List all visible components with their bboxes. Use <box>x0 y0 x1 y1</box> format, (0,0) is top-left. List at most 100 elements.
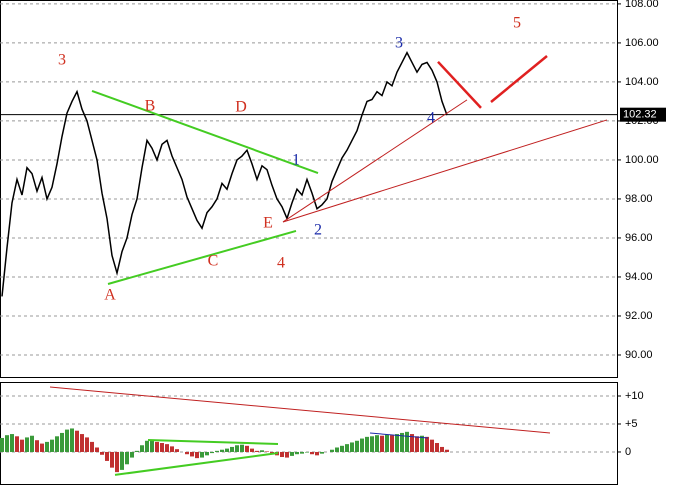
wave-label: 3 <box>58 52 66 69</box>
histogram-bar <box>35 440 39 452</box>
histogram-bar <box>430 439 434 452</box>
histogram-bar <box>300 451 304 454</box>
histogram-bar <box>185 451 189 455</box>
histogram-bar <box>20 439 24 452</box>
histogram-bar <box>160 443 164 452</box>
histogram-bar <box>40 443 44 452</box>
histogram-bar <box>105 451 109 461</box>
wave-label: 5 <box>513 15 521 32</box>
histogram-bar <box>60 432 64 452</box>
histogram-bar <box>45 441 49 452</box>
histogram-bar <box>230 446 234 452</box>
histogram-bar <box>130 451 134 458</box>
histogram-bar <box>90 441 94 452</box>
y-tick-label: 96.00 <box>625 232 653 244</box>
histogram-bar <box>310 451 314 455</box>
histogram-bar <box>190 451 194 457</box>
trend-line <box>114 451 279 476</box>
y-tick-label: 90.00 <box>625 349 653 361</box>
trend-line <box>49 386 551 434</box>
histogram-bar <box>280 451 284 458</box>
histogram-bar <box>415 436 419 452</box>
trend-line <box>107 229 297 285</box>
histogram-bar <box>245 445 249 452</box>
histogram-bar <box>355 440 359 452</box>
trend-line <box>147 438 279 445</box>
wave-label: 2 <box>314 222 322 239</box>
histogram-bar <box>410 434 414 452</box>
y-tick-label: 0 <box>625 446 631 458</box>
y-tick-label: +5 <box>625 418 638 430</box>
last-price-box <box>620 107 666 122</box>
trend-line <box>282 99 468 223</box>
y-tick-label: +10 <box>625 390 644 402</box>
histogram-bar <box>115 451 119 473</box>
histogram-bar <box>320 451 324 454</box>
y-tick-label: 92.00 <box>625 310 653 322</box>
wave-label: A <box>104 287 116 304</box>
histogram-bar <box>15 436 19 452</box>
histogram-bar <box>390 435 394 452</box>
histogram-bar <box>265 451 269 452</box>
histogram-bar <box>120 451 124 470</box>
histogram-bar <box>205 451 209 456</box>
histogram-bar <box>385 434 389 452</box>
y-tick-label: 98.00 <box>625 193 653 205</box>
y-tick-label: 94.00 <box>625 271 653 283</box>
histogram-bar <box>350 442 354 452</box>
histogram-bar <box>150 439 154 452</box>
histogram-bar <box>240 444 244 452</box>
histogram-bar <box>260 450 264 452</box>
wave-label: 4 <box>427 110 435 127</box>
histogram-bar <box>360 438 364 452</box>
histogram-bar <box>50 439 54 452</box>
histogram-bar <box>435 443 439 452</box>
histogram-bar <box>375 435 379 452</box>
histogram-bar <box>200 451 204 458</box>
histogram-bar <box>10 434 14 452</box>
histogram-bar <box>195 451 199 459</box>
histogram-bar <box>335 447 339 452</box>
panel-frame <box>0 0 618 378</box>
histogram-bar <box>110 451 114 468</box>
histogram-bar <box>100 451 104 455</box>
histogram-bar <box>395 434 399 452</box>
histogram-bar <box>5 435 9 452</box>
histogram-bar <box>65 429 69 452</box>
histogram-bar <box>285 451 289 458</box>
histogram-bar <box>290 451 294 456</box>
histogram-bar <box>340 445 344 452</box>
histogram-bar <box>250 448 254 452</box>
histogram-bar <box>155 441 159 452</box>
histogram-bar <box>140 445 144 452</box>
histogram-bar <box>420 435 424 452</box>
y-tick-label: 100.00 <box>625 154 659 166</box>
histogram-bar <box>165 444 169 452</box>
wave-label: 3 <box>395 35 403 52</box>
trend-line <box>437 60 482 109</box>
histogram-bar <box>145 440 149 452</box>
trend-line <box>282 119 608 223</box>
histogram-bar <box>235 445 239 452</box>
histogram-bar <box>365 436 369 452</box>
wave-label: B <box>145 98 156 115</box>
histogram-bar <box>295 451 299 455</box>
wave-label: E <box>263 215 273 232</box>
trend-line <box>91 89 319 174</box>
y-tick-label: 104.00 <box>625 76 659 88</box>
histogram-bar <box>370 436 374 452</box>
histogram-bar <box>440 446 444 452</box>
wave-label: C <box>208 253 219 270</box>
histogram-bar <box>330 449 334 452</box>
histogram-bar <box>345 444 349 452</box>
histogram-bar <box>255 450 259 452</box>
histogram-bar <box>305 451 309 453</box>
histogram-bar <box>95 447 99 452</box>
trend-line <box>369 432 429 439</box>
histogram-bar <box>400 432 404 452</box>
histogram-bar <box>125 451 129 465</box>
histogram-bar <box>425 436 429 452</box>
histogram-bar <box>225 448 229 452</box>
histogram-bar <box>0 437 4 452</box>
